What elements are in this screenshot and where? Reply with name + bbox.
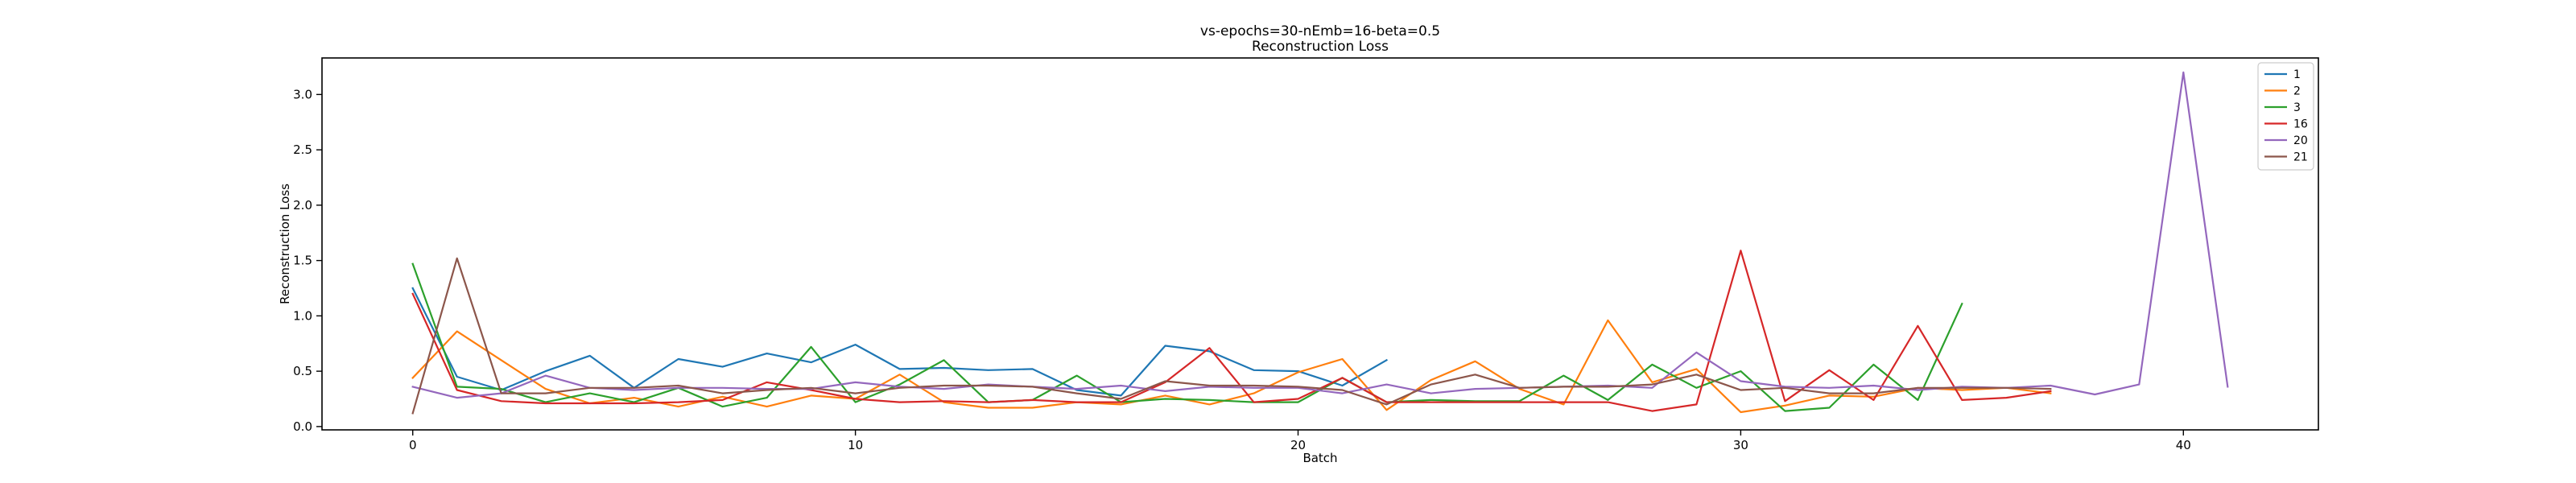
legend-label: 2 <box>2293 85 2301 98</box>
legend-label: 3 <box>2293 101 2301 114</box>
legend-label: 20 <box>2293 134 2308 147</box>
x-tick-label: 0 <box>409 438 417 452</box>
x-tick-label: 20 <box>1290 438 1306 452</box>
y-tick-label: 0.5 <box>293 364 312 378</box>
y-tick-label: 1.5 <box>293 254 312 268</box>
legend-label: 16 <box>2293 118 2308 131</box>
series-line-16 <box>411 250 2052 412</box>
plot-area <box>321 57 2319 431</box>
x-axis: 0 10 20 30 40 <box>409 430 2191 452</box>
chart-title: vs-epochs=30-nEmb=16-beta=0.5 <box>1200 23 1440 39</box>
x-tick-label: 10 <box>848 438 863 452</box>
legend-box <box>2257 62 2314 171</box>
series-line-1 <box>411 287 1389 397</box>
legend-label: 21 <box>2293 151 2308 164</box>
series-line-20 <box>411 71 2229 399</box>
y-axis-label: Reconstruction Loss <box>278 184 292 304</box>
series-line-21 <box>411 257 2052 415</box>
y-tick-label: 0.0 <box>293 419 312 434</box>
chart-subtitle: Reconstruction Loss <box>1252 39 1389 55</box>
legend: 1 2 3 16 20 21 <box>2257 62 2314 171</box>
y-tick-label: 3.0 <box>293 87 312 101</box>
series-line-3 <box>411 262 1963 412</box>
x-tick-label: 40 <box>2176 438 2191 452</box>
y-tick-label: 2.0 <box>293 198 312 213</box>
y-tick-label: 1.0 <box>293 308 312 323</box>
y-axis: 0.0 0.5 1.0 1.5 2.0 2.5 3.0 <box>293 87 322 434</box>
x-axis-label: Batch <box>1302 451 1337 465</box>
series-lines <box>411 71 2229 415</box>
legend-label: 1 <box>2293 68 2301 81</box>
series-line-2 <box>411 319 2052 414</box>
y-tick-label: 2.5 <box>293 142 312 157</box>
x-tick-label: 30 <box>1733 438 1748 452</box>
